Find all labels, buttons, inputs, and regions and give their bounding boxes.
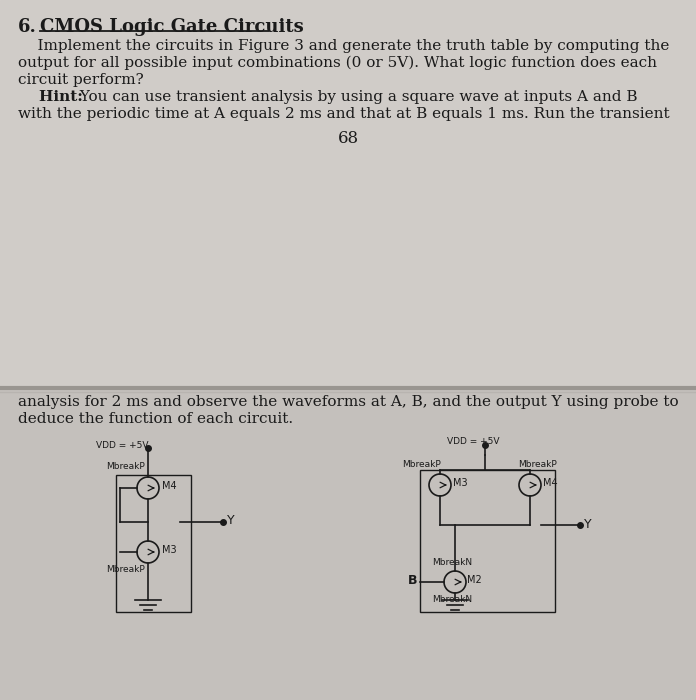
Text: 6.: 6.: [18, 18, 37, 36]
Text: circuit perform?: circuit perform?: [18, 73, 144, 87]
Text: MbreakP: MbreakP: [106, 462, 145, 471]
Text: output for all possible input combinations (0 or 5V). What logic function does e: output for all possible input combinatio…: [18, 56, 657, 71]
Text: Y: Y: [584, 517, 592, 531]
Text: Implement the circuits in Figure 3 and generate the truth table by computing the: Implement the circuits in Figure 3 and g…: [18, 39, 670, 53]
Text: Y: Y: [227, 514, 235, 528]
Text: CMOS Logic Gate Circuits: CMOS Logic Gate Circuits: [40, 18, 303, 36]
Text: Hint:: Hint:: [18, 90, 83, 104]
Text: VDD = +5V: VDD = +5V: [447, 438, 500, 447]
Text: M3: M3: [162, 545, 177, 555]
Bar: [116, 475, 191, 612]
Text: MbreakP: MbreakP: [106, 565, 145, 574]
Text: M3: M3: [453, 478, 468, 488]
Bar: [0, 390, 696, 700]
Text: B: B: [408, 575, 418, 587]
Text: with the periodic time at A equals 2 ms and that at B equals 1 ms. Run the trans: with the periodic time at A equals 2 ms …: [18, 107, 670, 121]
Text: You can use transient analysis by using a square wave at inputs A and B: You can use transient analysis by using …: [75, 90, 638, 104]
Text: M4: M4: [543, 478, 557, 488]
Text: M2: M2: [467, 575, 482, 585]
Text: deduce the function of each circuit.: deduce the function of each circuit.: [18, 412, 293, 426]
Bar: [0, 0, 696, 390]
Text: VDD = +5V: VDD = +5V: [96, 442, 148, 451]
Bar: [420, 470, 555, 612]
Text: MbreakP: MbreakP: [402, 460, 441, 469]
Text: analysis for 2 ms and observe the waveforms at A, B, and the output Y using prob: analysis for 2 ms and observe the wavefo…: [18, 395, 679, 409]
Text: MbreakN: MbreakN: [432, 558, 472, 567]
Text: 68: 68: [338, 130, 358, 147]
Text: MbreakN: MbreakN: [432, 595, 472, 604]
Text: M4: M4: [162, 481, 177, 491]
Text: MbreakP: MbreakP: [518, 460, 557, 469]
